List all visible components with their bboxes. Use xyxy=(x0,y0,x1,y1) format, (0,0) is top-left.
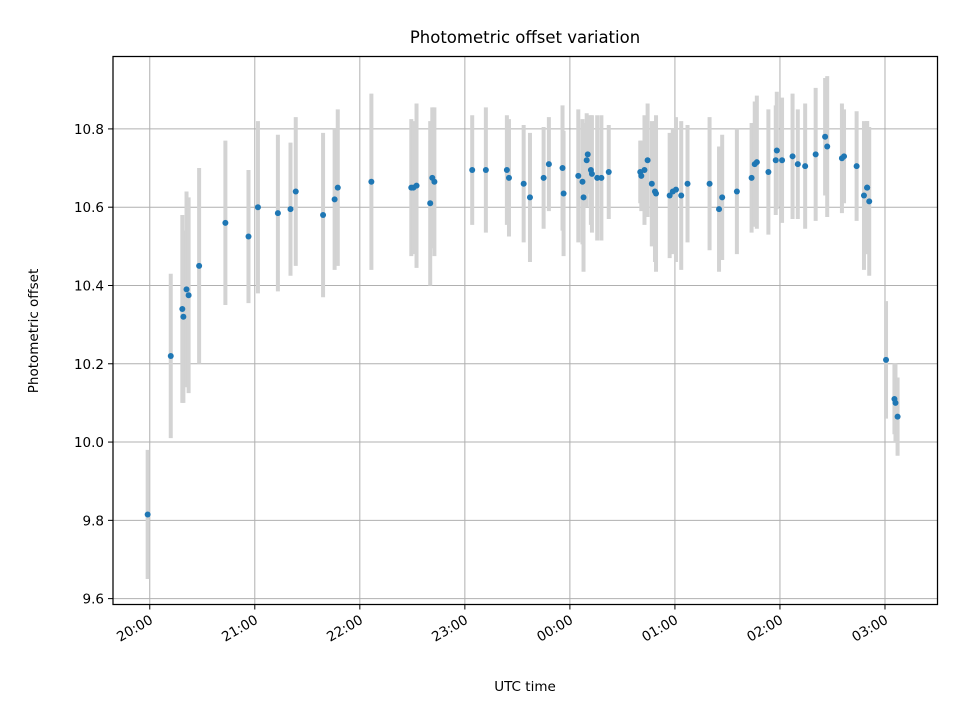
data-point xyxy=(320,212,327,219)
data-point xyxy=(892,399,899,406)
data-point xyxy=(287,206,294,213)
y-axis-ticks: 9.6 9.8 10.0 10.2 10.4 10.6 10.8 xyxy=(74,122,113,608)
data-point xyxy=(733,188,740,195)
data-point xyxy=(866,198,873,205)
data-point xyxy=(583,157,590,164)
data-point xyxy=(822,133,829,140)
data-point xyxy=(368,178,375,185)
data-point xyxy=(802,163,809,170)
data-point xyxy=(180,313,187,320)
data-point xyxy=(167,352,174,359)
data-point xyxy=(185,292,192,299)
data-point xyxy=(841,153,848,160)
data-point xyxy=(773,147,780,154)
data-point xyxy=(503,167,510,174)
data-point xyxy=(580,194,587,201)
data-point xyxy=(183,286,190,293)
data-point xyxy=(648,180,655,187)
data-point xyxy=(413,182,420,189)
data-point xyxy=(894,413,901,420)
plot-frame xyxy=(112,55,939,606)
data-point xyxy=(789,153,796,160)
data-point xyxy=(505,174,512,181)
y-tick-label: 10.6 xyxy=(74,200,104,216)
data-point xyxy=(860,192,867,199)
data-point xyxy=(559,165,566,172)
data-point xyxy=(794,161,801,168)
data-point xyxy=(812,151,819,158)
data-point xyxy=(594,174,601,181)
data-point xyxy=(678,192,685,199)
data-point xyxy=(638,172,645,179)
data-point xyxy=(598,174,605,181)
data-point xyxy=(545,161,552,168)
data-point xyxy=(222,219,229,226)
data-point xyxy=(748,174,755,181)
data-point xyxy=(526,194,533,201)
y-axis-label: Photometric offset xyxy=(26,269,42,393)
data-point xyxy=(716,206,723,213)
data-point xyxy=(334,184,341,191)
data-point xyxy=(469,167,476,174)
data-point xyxy=(653,190,660,197)
data-point xyxy=(853,163,860,170)
data-point xyxy=(706,180,713,187)
data-point xyxy=(245,233,252,240)
data-point xyxy=(765,168,772,175)
data-point xyxy=(864,184,871,191)
data-point xyxy=(431,178,438,185)
data-point xyxy=(684,180,691,187)
data-point xyxy=(719,194,726,201)
data-point xyxy=(292,188,299,195)
data-point xyxy=(672,186,679,193)
data-point xyxy=(883,356,890,363)
y-tick-label: 9.6 xyxy=(83,592,104,608)
data-point xyxy=(605,168,612,175)
y-tick-label: 9.8 xyxy=(83,513,104,529)
y-tick-label: 10.8 xyxy=(74,122,104,138)
data-point xyxy=(254,204,261,211)
data-point xyxy=(584,151,591,158)
data-point xyxy=(579,178,586,185)
data-point xyxy=(520,180,527,187)
y-tick-label: 10.2 xyxy=(74,357,104,373)
chart-title: Photometric offset variation xyxy=(410,28,640,47)
data-point xyxy=(779,157,786,164)
data-point xyxy=(560,190,567,197)
x-axis-label: UTC time xyxy=(494,679,556,695)
data-points-layer xyxy=(144,133,901,518)
y-tick-label: 10.4 xyxy=(74,278,104,294)
y-tick-label: 10.0 xyxy=(74,435,104,451)
data-point xyxy=(179,305,186,312)
data-point xyxy=(644,157,651,164)
data-point xyxy=(331,196,338,203)
data-point xyxy=(196,262,203,269)
data-point xyxy=(772,157,779,164)
data-point xyxy=(427,200,434,207)
data-point xyxy=(641,167,648,174)
data-point xyxy=(482,167,489,174)
data-point xyxy=(824,143,831,150)
data-point xyxy=(144,511,151,518)
data-point xyxy=(274,210,281,217)
data-point xyxy=(540,174,547,181)
data-point xyxy=(575,172,582,179)
data-point xyxy=(588,170,595,177)
data-point xyxy=(753,159,760,166)
